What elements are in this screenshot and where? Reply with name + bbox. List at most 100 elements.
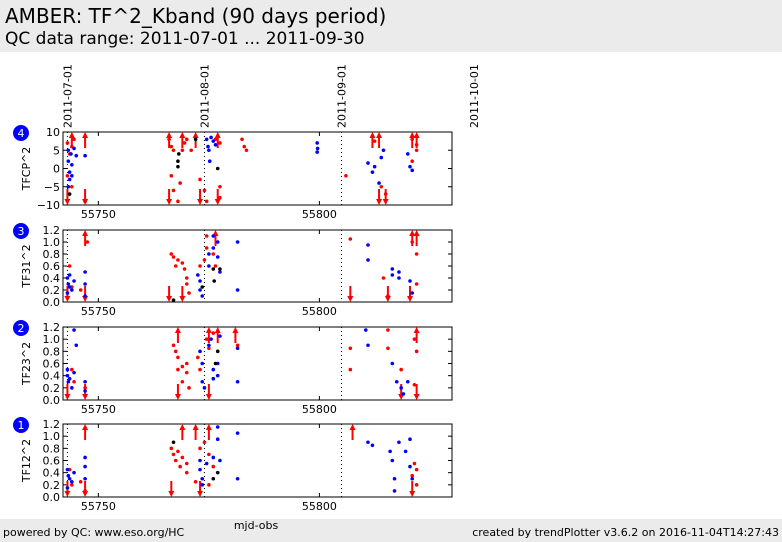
data-point-red — [207, 346, 211, 351]
out-of-range-up-arrow — [232, 327, 239, 333]
data-point-red — [383, 192, 388, 196]
out-of-range-up-arrow — [205, 327, 212, 333]
data-point-red — [235, 343, 240, 348]
data-point-blue — [69, 152, 73, 156]
data-point-blue — [66, 184, 71, 189]
data-point-red — [65, 141, 70, 145]
out-of-range-down-arrow — [179, 296, 186, 302]
data-point-blue — [207, 148, 211, 153]
data-point-red — [242, 144, 247, 149]
y-tick-label: 1.0 — [43, 430, 61, 443]
y-tick-label: 0.8 — [43, 345, 61, 358]
data-point-blue — [72, 146, 76, 151]
data-point-red — [171, 452, 176, 457]
data-point-blue — [390, 267, 395, 271]
data-point-red — [72, 379, 76, 384]
data-point-red — [171, 188, 176, 193]
y-tick-label: 0.2 — [43, 382, 61, 395]
out-of-range-down-arrow — [384, 296, 391, 302]
data-point-black — [67, 192, 72, 196]
data-point-red — [171, 255, 176, 259]
data-point-blue — [207, 159, 212, 163]
data-point-blue — [235, 346, 240, 351]
y-tick-label: 0.6 — [43, 260, 61, 273]
data-point-blue — [372, 164, 377, 169]
data-point-black — [176, 159, 180, 163]
out-of-range-down-arrow — [197, 199, 204, 205]
data-point-blue — [397, 440, 401, 445]
trend-chart: 2011-07-01 2011-08-01 2011-09-01 2011-10-01… — [13, 64, 481, 513]
data-point-blue — [388, 449, 392, 454]
data-point-blue — [218, 334, 222, 338]
data-point-red — [202, 188, 207, 193]
out-of-range-down-arrow — [166, 199, 173, 205]
data-point-red — [169, 446, 174, 451]
data-point-blue — [72, 470, 76, 475]
data-point-red — [167, 137, 171, 142]
data-point-black — [211, 267, 216, 271]
out-of-range-up-arrow — [166, 132, 173, 138]
out-of-range-up-arrow — [179, 424, 186, 430]
data-point-blue — [370, 170, 375, 174]
panel-badge — [13, 320, 29, 336]
data-point-red — [414, 148, 419, 153]
data-point-red — [180, 148, 185, 153]
data-point-blue — [72, 279, 76, 283]
data-point-blue — [66, 473, 71, 478]
out-of-range-down-arrow — [409, 491, 416, 497]
data-point-black — [171, 298, 176, 302]
data-point-blue — [65, 367, 70, 372]
data-point-blue — [200, 476, 205, 481]
out-of-range-down-arrow — [197, 491, 204, 497]
data-point-blue — [204, 461, 209, 466]
data-point-red — [379, 184, 384, 189]
out-of-range-up-arrow — [413, 132, 420, 138]
data-point-blue — [315, 141, 319, 145]
out-of-range-up-arrow — [413, 230, 420, 236]
data-point-red — [184, 282, 189, 286]
footer-credit: powered by QC: www.eso.org/HC — [3, 526, 185, 539]
data-point-blue — [209, 337, 213, 341]
data-point-blue — [405, 379, 410, 384]
y-tick-label: 0.4 — [43, 272, 61, 285]
data-point-blue — [200, 361, 205, 366]
y-tick-label: 0.4 — [43, 370, 61, 383]
data-point-blue — [392, 489, 397, 493]
data-point-blue — [235, 240, 240, 244]
data-point-red — [70, 367, 74, 372]
y-tick-label: 0 — [53, 163, 60, 176]
data-point-blue — [235, 431, 240, 435]
data-point-black — [200, 285, 205, 289]
data-point-red — [386, 328, 390, 332]
x-tick-label: 55800 — [302, 305, 337, 318]
date-marker-label: 2011-09-01 — [335, 64, 348, 128]
data-point-red — [176, 199, 180, 204]
data-point-blue — [392, 476, 397, 481]
data-point-red — [198, 177, 202, 182]
data-point-blue — [198, 279, 202, 283]
y-tick-label: 0.0 — [43, 296, 61, 309]
data-point-red — [193, 479, 198, 484]
data-point-red — [70, 184, 74, 189]
data-point-blue — [67, 170, 72, 174]
data-point-black — [215, 166, 220, 171]
data-point-red — [213, 264, 218, 268]
out-of-range-down-arrow — [382, 199, 389, 205]
data-point-blue — [200, 294, 205, 298]
data-point-red — [83, 489, 87, 493]
data-point-blue — [200, 379, 205, 384]
data-point-red — [410, 137, 415, 142]
y-axis-label: TF31^2 — [20, 244, 33, 288]
data-point-blue — [397, 270, 401, 274]
data-point-red — [171, 343, 176, 348]
data-point-red — [211, 331, 216, 335]
data-point-blue — [408, 279, 412, 283]
data-point-black — [171, 440, 176, 445]
out-of-range-down-arrow — [64, 199, 71, 205]
data-point-black — [177, 152, 181, 156]
data-point-blue — [366, 243, 370, 247]
panel-badge — [13, 223, 29, 239]
data-point-blue — [65, 291, 70, 295]
data-point-blue — [390, 273, 395, 277]
y-axis-label: TF12^2 — [20, 439, 33, 483]
